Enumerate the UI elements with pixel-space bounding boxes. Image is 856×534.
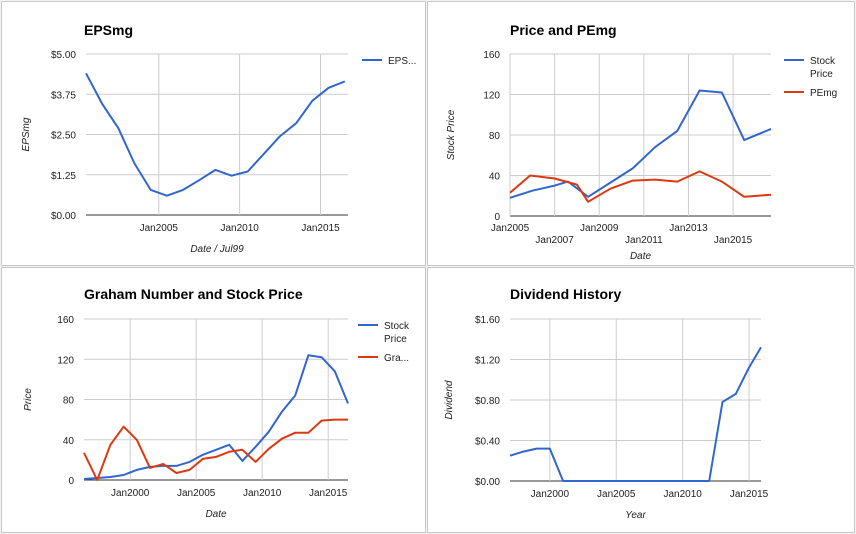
legend-label: Gra... <box>384 353 409 364</box>
y-tick-label: $5.00 <box>51 50 76 61</box>
series-line <box>509 170 772 203</box>
series-line <box>509 346 762 482</box>
chart-title: Price and PEmg <box>510 22 617 38</box>
y-tick-label: 0 <box>68 476 74 487</box>
x-tick-label: Jan2000 <box>531 489 570 500</box>
chart-title: Graham Number and Stock Price <box>84 286 303 302</box>
x-tick-label: Jan2005 <box>177 488 216 499</box>
y-tick-label: 160 <box>57 315 74 326</box>
y-axis-label: Dividend <box>444 380 455 419</box>
chart-title: EPSmg <box>84 22 133 38</box>
eps-chart-panel: EPSmg $0.00 $1.25 $2.50 $3.75 $5.00 Jan2005 Jan… <box>1 1 426 266</box>
price-pe-chart: Price and PEmg 0 40 80 120 160 Jan2005 Jan2007 J… <box>446 22 837 262</box>
y-tick-label: 120 <box>57 355 74 366</box>
x-tick-label: Jan2005 <box>491 223 530 234</box>
chart-title: Dividend History <box>510 286 621 302</box>
y-tick-label: 0 <box>494 212 500 223</box>
x-tick-label: Jan2015 <box>309 488 348 499</box>
x-tick-label: Jan2000 <box>111 488 150 499</box>
series-line <box>83 354 349 480</box>
series-line <box>85 72 346 197</box>
x-tick-label: Jan2010 <box>663 489 702 500</box>
y-tick-label: 40 <box>489 172 501 183</box>
y-axis-label: EPSmg <box>21 117 32 151</box>
eps-chart: EPSmg $0.00 $1.25 $2.50 $3.75 $5.00 Jan2005 Jan… <box>21 22 416 255</box>
y-tick-label: 120 <box>483 91 500 102</box>
y-tick-label: $2.50 <box>51 131 76 142</box>
legend-label: Stock Price <box>384 321 410 345</box>
x-tick-label: Jan2009 <box>580 223 619 234</box>
y-tick-label: $0.40 <box>475 437 500 448</box>
x-tick-label: Jan2013 <box>669 223 708 234</box>
series-line <box>509 89 772 199</box>
x-tick-label: Jan2010 <box>243 488 282 499</box>
y-tick-label: $0.80 <box>475 396 500 407</box>
y-tick-label: $0.00 <box>475 477 500 488</box>
y-tick-label: 80 <box>489 131 501 142</box>
legend-label: PEmg <box>810 88 837 99</box>
graham-chart: Graham Number and Stock Price 0 40 80 120 160… <box>23 286 410 520</box>
price-pe-chart-panel: Price and PEmg 0 40 80 120 160 Jan2005 Jan2007 J… <box>427 1 855 266</box>
graham-chart-panel: Graham Number and Stock Price 0 40 80 120 160… <box>1 267 426 533</box>
x-axis-label: Date <box>630 251 652 262</box>
y-tick-label: $1.20 <box>475 356 500 367</box>
x-tick-label: Jan2015 <box>730 489 769 500</box>
dividend-chart-panel: Dividend History $0.00 $0.40 $0.80 $1.20 $1.6… <box>427 267 855 533</box>
y-tick-label: $3.75 <box>51 90 76 101</box>
y-tick-label: $1.25 <box>51 171 76 182</box>
legend-label: Stock Price <box>810 56 836 80</box>
y-tick-label: 40 <box>63 436 75 447</box>
x-tick-label: Jan2015 <box>301 223 340 234</box>
x-tick-label: Jan2005 <box>140 223 179 234</box>
y-tick-label: 160 <box>483 50 500 61</box>
x-tick-label: Jan2007 <box>535 235 574 246</box>
y-tick-label: $0.00 <box>51 211 76 222</box>
y-axis-label: Stock Price <box>446 109 457 160</box>
x-tick-label: Jan2010 <box>220 223 259 234</box>
x-axis-label: Year <box>625 510 646 521</box>
x-axis-label: Date <box>205 509 227 520</box>
y-tick-label: 80 <box>63 396 75 407</box>
series-line <box>83 418 348 481</box>
dividend-chart: Dividend History $0.00 $0.40 $0.80 $1.20 $1.6… <box>444 286 769 521</box>
x-axis-label: Date / Jul99 <box>190 244 244 255</box>
x-tick-label: Jan2011 <box>625 235 663 246</box>
legend-label: EPS... <box>388 56 416 67</box>
y-axis-label: Price <box>23 388 34 411</box>
x-tick-label: Jan2015 <box>714 235 753 246</box>
x-tick-label: Jan2005 <box>597 489 636 500</box>
y-tick-label: $1.60 <box>475 315 500 326</box>
